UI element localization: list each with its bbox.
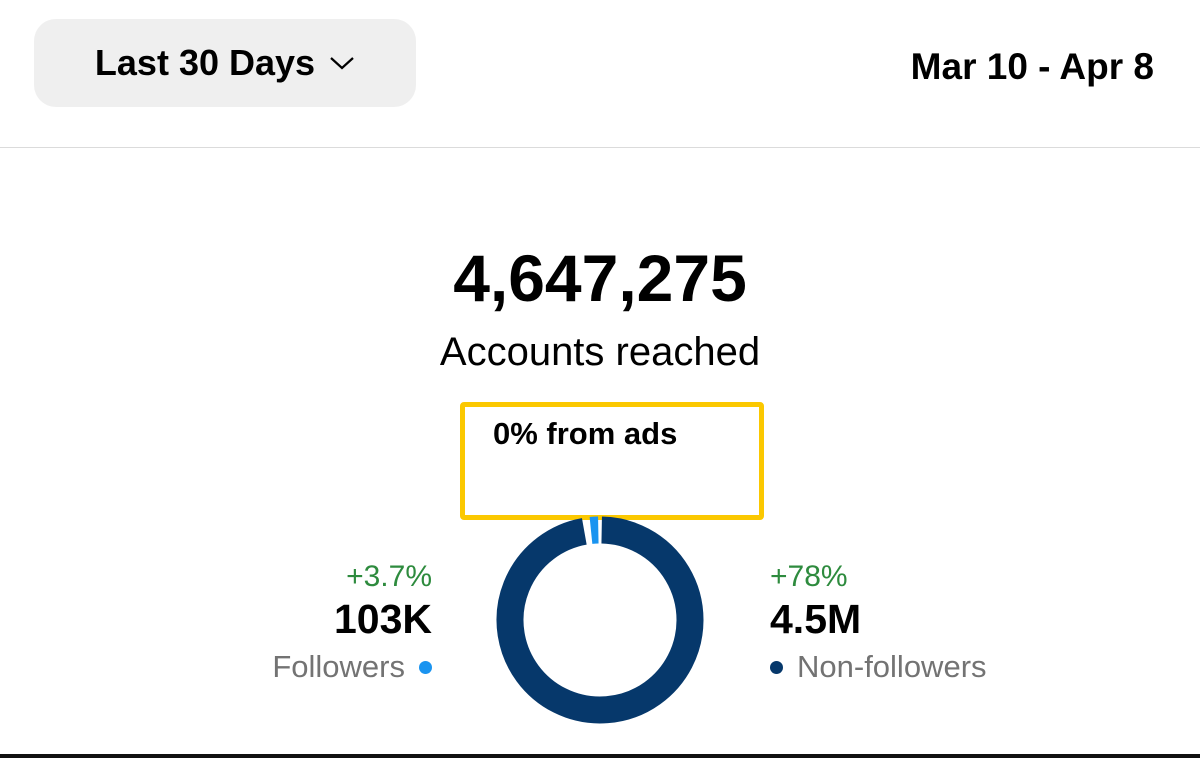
non-followers-stats: +78% 4.5M Non-followers — [770, 560, 987, 685]
date-range-dropdown[interactable]: Last 30 Days — [34, 19, 416, 107]
non-followers-legend-dot — [770, 660, 783, 674]
followers-donut-chart — [496, 516, 704, 724]
non-followers-change: +78% — [770, 560, 848, 593]
followers-stats: +3.7% 103K Followers — [272, 560, 432, 685]
bottom-border — [0, 754, 1200, 758]
divider — [0, 147, 1200, 148]
accounts-reached-label: Accounts reached — [439, 330, 761, 374]
followers-change: +3.7% — [346, 560, 432, 593]
date-range-dropdown-label: Last 30 Days — [94, 42, 316, 83]
non-followers-label: Non-followers — [797, 649, 987, 684]
date-range-text: Mar 10 - Apr 8 — [910, 46, 1154, 87]
followers-legend-dot — [419, 660, 432, 674]
accounts-reached-total: 4,647,275 — [453, 241, 747, 315]
followers-label: Followers — [272, 649, 405, 684]
non-followers-value: 4.5M — [770, 596, 862, 642]
non-followers-slice — [496, 516, 704, 724]
chevron-down-icon — [330, 57, 354, 70]
from-ads-text: 0% from ads — [493, 416, 678, 451]
followers-value: 103K — [333, 596, 432, 642]
